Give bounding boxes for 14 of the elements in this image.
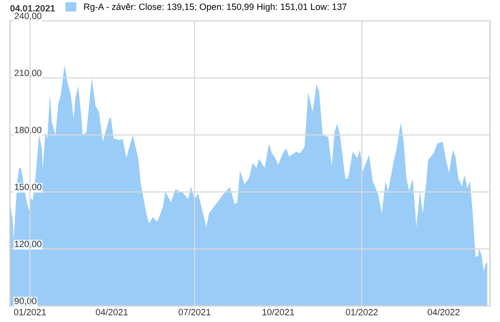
y-tick-label: 180,00 [14, 126, 42, 134]
y-tick-label: 240,00 [14, 12, 42, 20]
y-tick-label: 150,00 [14, 184, 42, 192]
y-tick-label: 210,00 [14, 70, 42, 78]
x-tick-label: 01/2022 [346, 308, 378, 316]
y-tick-label: 90,00 [14, 298, 36, 306]
x-tick-label: 04/2022 [428, 308, 460, 316]
text: 04.01.2021 [10, 5, 55, 12]
x-tick-label: 07/2021 [178, 308, 210, 316]
x-tick-label: 10/2021 [262, 308, 294, 316]
y-tick-label: 120,00 [14, 240, 42, 248]
legend-label: Rg-A - závěr: Close: 139,15; Open: 150,99 High: 151,01 Low: 137 [84, 3, 346, 12]
x-tick-label: 01/2021 [14, 308, 46, 316]
x-tick-label: 04/2021 [96, 308, 128, 316]
